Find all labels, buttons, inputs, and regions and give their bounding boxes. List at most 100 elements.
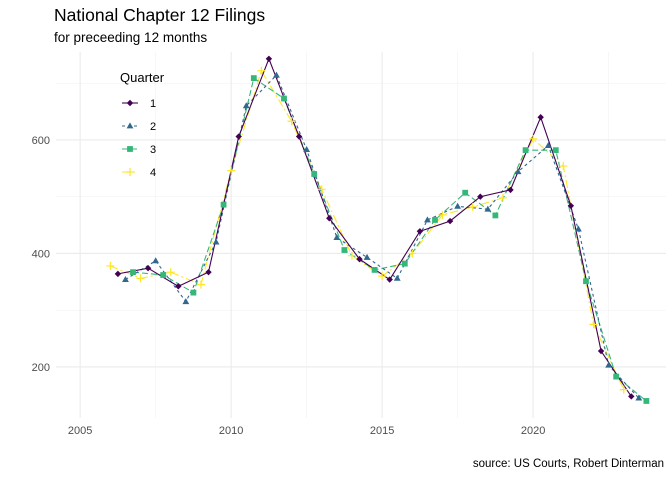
series-line-q3 (132, 77, 647, 402)
data-point-q1 (567, 202, 575, 209)
legend-label: 1 (150, 98, 156, 110)
chart-subtitle: for preceeding 12 months (54, 30, 208, 45)
data-point-q1 (265, 55, 273, 63)
y-tick-label: 600 (32, 135, 50, 147)
legend-key-marker-q2 (126, 122, 134, 129)
data-point-q1 (235, 133, 242, 140)
data-point-q4 (287, 117, 296, 126)
series-line-q1 (117, 57, 632, 397)
data-point-q2 (242, 102, 250, 109)
legend-label: 3 (150, 144, 156, 156)
data-point-q2 (273, 71, 280, 78)
data-point-q4 (196, 280, 205, 289)
data-point-q1 (386, 276, 393, 283)
data-point-q2 (514, 168, 522, 175)
data-point-q3 (583, 278, 589, 285)
legend: Quarter 1 2 3 4 (120, 70, 165, 179)
legend-label: 2 (150, 121, 156, 133)
data-point-q1 (205, 268, 212, 276)
x-tick-label: 2005 (68, 425, 92, 437)
data-point-q2 (152, 257, 160, 264)
data-point-q3 (552, 147, 559, 154)
data-point-q1 (114, 270, 122, 278)
data-point-q4 (619, 385, 628, 394)
data-point-q3 (250, 75, 257, 82)
data-point-q1 (356, 255, 363, 263)
y-axis-ticks: 200 400 600 (32, 135, 50, 374)
y-tick-label: 400 (32, 248, 50, 260)
data-point-q1 (477, 193, 484, 200)
data-point-q4 (227, 166, 236, 175)
data-point-q1 (175, 283, 182, 290)
data-point-q2 (333, 233, 341, 240)
data-point-q2 (544, 142, 552, 149)
data-point-q3 (371, 266, 378, 273)
data-point-q1 (507, 186, 514, 194)
data-point-q4 (559, 162, 568, 171)
data-point-q3 (401, 260, 408, 267)
x-axis-ticks: 2005 2010 2015 2020 (68, 425, 545, 437)
data-point-q2 (393, 274, 401, 281)
data-point-q1 (295, 133, 303, 140)
data-point-q3 (220, 201, 227, 208)
data-point-q3 (643, 398, 650, 404)
data-point-q2 (635, 394, 643, 401)
data-point-q4 (529, 134, 538, 143)
data-point-q4 (257, 66, 266, 75)
series-lines (110, 57, 647, 402)
legend-title: Quarter (120, 70, 165, 85)
data-point-q3 (432, 217, 438, 223)
legend-key-marker-q1 (126, 99, 134, 107)
data-point-q2 (212, 238, 220, 245)
data-point-q3 (613, 373, 620, 380)
data-point-q4 (166, 268, 175, 277)
data-point-q3 (341, 247, 348, 253)
data-point-q2 (454, 202, 462, 209)
chart-title: National Chapter 12 Filings (54, 5, 266, 25)
data-point-q1 (597, 347, 605, 355)
minor-gridlines (56, 52, 666, 418)
series-markers (106, 55, 650, 404)
data-point-q4 (106, 261, 115, 270)
data-point-q3 (311, 171, 318, 177)
data-point-q4 (438, 210, 447, 219)
data-point-q1 (537, 114, 544, 121)
data-point-q2 (182, 298, 190, 305)
data-point-q1 (628, 393, 635, 400)
data-point-q3 (190, 289, 197, 296)
data-point-q4 (317, 185, 326, 194)
data-point-q3 (160, 272, 167, 278)
chart-caption: source: US Courts, Robert Dinterman (472, 458, 664, 470)
data-point-q1 (416, 228, 424, 235)
x-tick-label: 2010 (219, 425, 243, 437)
data-point-q4 (498, 193, 507, 202)
data-point-q1 (446, 217, 454, 225)
data-point-q3 (281, 95, 287, 102)
data-point-q4 (468, 202, 477, 211)
data-point-q3 (492, 212, 499, 219)
y-tick-label: 200 (32, 362, 50, 374)
major-gridlines (56, 52, 666, 418)
data-point-q4 (408, 249, 417, 258)
data-point-q1 (326, 215, 333, 222)
data-point-q4 (589, 320, 598, 329)
data-point-q3 (130, 269, 136, 276)
data-point-q2 (605, 361, 613, 368)
data-point-q4 (347, 251, 356, 260)
data-point-q2 (363, 253, 371, 260)
data-point-q2 (424, 216, 431, 223)
x-tick-label: 2020 (521, 425, 545, 437)
series-line-q4 (110, 69, 625, 390)
data-point-q2 (122, 275, 129, 282)
legend-key-marker-q4 (126, 168, 134, 176)
legend-key-marker-q3 (127, 146, 133, 152)
data-point-q3 (462, 189, 469, 196)
x-tick-label: 2015 (370, 425, 394, 437)
data-point-q1 (144, 264, 152, 272)
data-point-q2 (484, 205, 492, 212)
data-point-q4 (136, 274, 145, 283)
data-point-q4 (378, 272, 387, 281)
data-point-q3 (522, 147, 529, 154)
legend-label: 4 (150, 167, 156, 179)
